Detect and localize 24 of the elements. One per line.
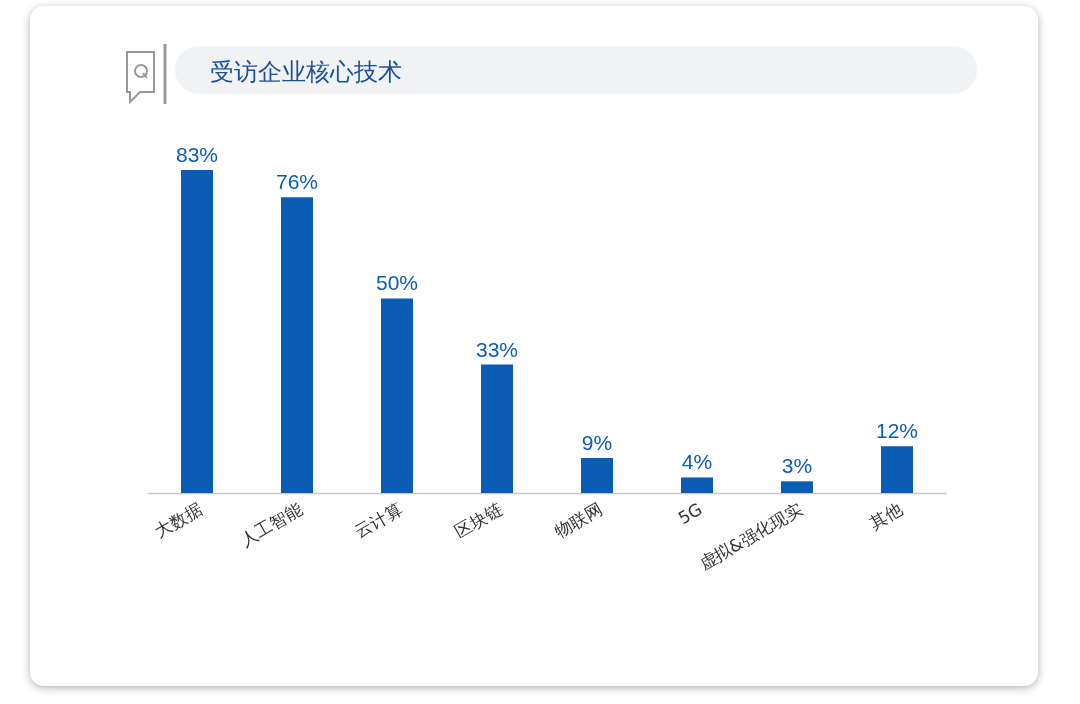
bar [681,477,713,493]
bar [881,446,913,493]
chart-title: 受访企业核心技术 [210,57,402,88]
x-tick-label: 人工智能 [236,498,306,551]
data-label: 9% [581,430,613,454]
x-tick-label: 大数据 [151,498,206,542]
data-label: 4% [681,450,713,474]
bar [281,197,313,493]
data-label: 76% [275,170,319,194]
bar [581,457,613,493]
data-label: 3% [781,454,813,478]
x-tick-label: 5G [674,498,706,529]
data-label: 50% [375,271,419,295]
bar [481,364,513,493]
bar [181,170,213,493]
x-tick-label: 区块链 [451,498,506,542]
data-label: 12% [875,419,919,443]
x-tick-label: 物联网 [551,498,606,542]
x-tick-label: 其他 [866,498,906,534]
data-label: 33% [475,337,519,361]
bar [381,298,413,493]
bar [781,481,813,493]
x-tick-label: 云计算 [351,498,406,542]
data-label: 83% [175,143,219,166]
